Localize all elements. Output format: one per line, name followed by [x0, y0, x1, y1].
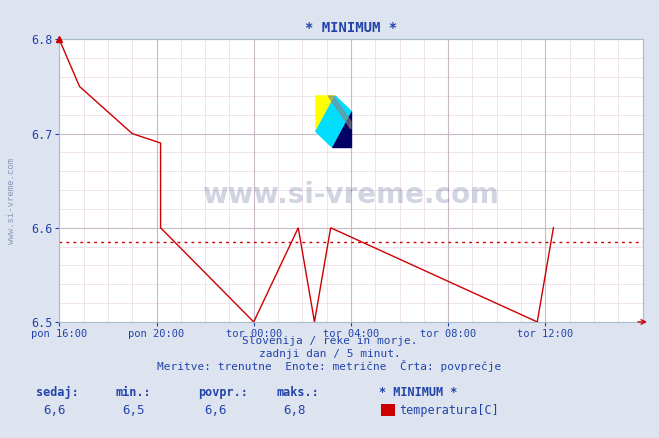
Polygon shape: [316, 96, 351, 147]
Text: Meritve: trenutne  Enote: metrične  Črta: povprečje: Meritve: trenutne Enote: metrične Črta: …: [158, 360, 501, 372]
Text: 6,6: 6,6: [204, 404, 227, 417]
Text: Slovenija / reke in morje.: Slovenija / reke in morje.: [242, 336, 417, 346]
Text: 6,6: 6,6: [43, 404, 65, 417]
Polygon shape: [331, 111, 351, 147]
Text: min.:: min.:: [115, 386, 151, 399]
Text: 6,8: 6,8: [283, 404, 306, 417]
Text: 6,5: 6,5: [122, 404, 144, 417]
Text: * MINIMUM *: * MINIMUM *: [379, 386, 457, 399]
Text: www.si-vreme.com: www.si-vreme.com: [7, 159, 16, 244]
Polygon shape: [316, 96, 335, 131]
Title: * MINIMUM *: * MINIMUM *: [305, 21, 397, 35]
Text: maks.:: maks.:: [277, 386, 320, 399]
Polygon shape: [328, 96, 351, 129]
Text: temperatura[C]: temperatura[C]: [399, 404, 499, 417]
Text: zadnji dan / 5 minut.: zadnji dan / 5 minut.: [258, 349, 401, 359]
Text: www.si-vreme.com: www.si-vreme.com: [202, 181, 500, 209]
Text: povpr.:: povpr.:: [198, 386, 248, 399]
Text: sedaj:: sedaj:: [36, 386, 79, 399]
